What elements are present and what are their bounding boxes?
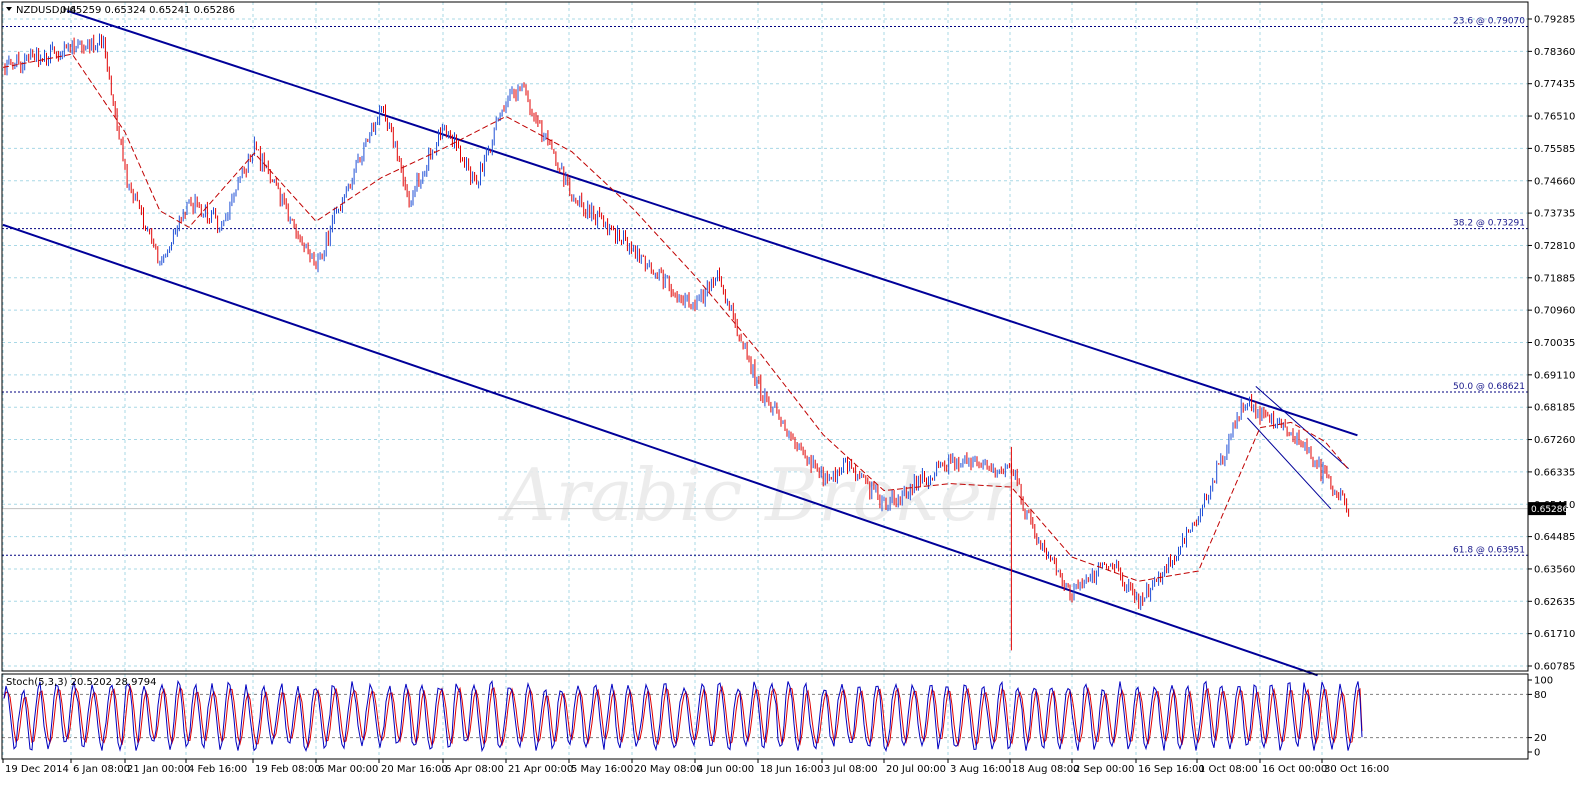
price-tick-label: 0.76510 [1534,112,1575,123]
time-tick-label: 6 Apr 08:00 [445,764,504,775]
fibonacci-label: 61.8 @ 0.63951 [1453,545,1525,555]
price-tick-label: 0.71885 [1534,273,1575,284]
price-tick-label: 0.68185 [1534,403,1575,414]
price-tick-label: 0.70035 [1534,338,1575,349]
price-tick-label: 0.69110 [1534,370,1575,381]
time-tick-label: 6 Jan 08:00 [73,764,130,775]
stochastic-tick-label: 100 [1534,676,1553,687]
price-tick-label: 0.61710 [1534,629,1575,640]
watermark: Arabic Broker [498,453,1021,537]
price-tick-label: 0.77435 [1534,79,1575,90]
time-tick-label: 2 Sep 00:00 [1074,764,1134,775]
stochastic-tick-label: 80 [1534,690,1547,701]
price-tick-label: 0.78360 [1534,47,1575,58]
price-tick-label: 0.73735 [1534,209,1575,220]
time-tick-label: 1 Oct 08:00 [1199,764,1258,775]
stochastic-title: Stoch(5,3,3) 20.5202 28.9794 [6,677,157,688]
price-axis: 0.79285 0.78360 0.77435 0.76510 0.75585 0.746… [1528,15,1575,673]
moving-average [2,53,1349,582]
time-tick-label: 3 Jul 08:00 [824,764,878,775]
price-tick-label: 0.63560 [1534,564,1575,575]
time-tick-label: 4 Jun 00:00 [697,764,754,775]
time-tick-label: 20 May 08:00 [634,764,703,775]
fibonacci-label: 50.0 @ 0.68621 [1453,382,1525,392]
grid [2,2,1528,759]
stochastic-panel-frame [1,673,1529,760]
time-tick-label: 19 Feb 08:00 [255,764,321,775]
stochastic-main-line [3,679,1363,753]
chart-title: NZDUSD,H4 0.65259 0.65324 0.65241 0.6528… [6,5,235,16]
price-tick-label: 0.62635 [1534,597,1575,608]
price-tick-label: 0.74660 [1534,176,1575,187]
channel-line-short-lower [1247,417,1332,510]
time-tick-label: 6 Mar 00:00 [318,764,378,775]
stochastic-axis: 100 80 20 0 [1528,676,1553,759]
price-tick-label: 0.67260 [1534,435,1575,446]
fibonacci-label: 23.6 @ 0.79070 [1453,17,1525,27]
trend-channels [2,9,1358,677]
channel-line-lower-channel [2,223,1318,677]
channel-line-short-upper [1255,386,1349,469]
triangle-icon [6,7,12,11]
moving-average-line [2,53,1349,582]
fibonacci-label: 38.2 @ 0.73291 [1453,219,1525,229]
time-tick-label: 5 May 16:00 [571,764,633,775]
time-tick-label: 30 Oct 16:00 [1324,764,1389,775]
current-price-marker: 0.65286 [1528,502,1568,516]
candles [4,33,1350,651]
price-tick-label: 0.72810 [1534,241,1575,252]
time-tick-label: 18 Jun 16:00 [760,764,824,775]
price-tick-label: 0.79285 [1534,15,1575,26]
stochastic-tick-label: 0 [1534,748,1540,759]
time-tick-label: 16 Sep 16:00 [1138,764,1205,775]
price-tick-label: 0.60785 [1534,662,1575,673]
current-price-label: 0.65286 [1531,505,1568,515]
time-tick-label: 16 Oct 00:00 [1262,764,1327,775]
time-tick-label: 21 Jan 00:00 [127,764,190,775]
symbol-label: NZDUSD,H4 [16,5,76,16]
time-tick-label: 20 Jul 00:00 [886,764,946,775]
time-tick-label: 20 Mar 16:00 [381,764,448,775]
price-tick-label: 0.64485 [1534,532,1575,543]
time-tick-label: 4 Feb 16:00 [188,764,247,775]
price-tick-label: 0.75585 [1534,144,1575,155]
time-tick-label: 3 Aug 16:00 [950,764,1011,775]
price-tick-label: 0.70960 [1534,306,1575,317]
time-tick-label: 21 Apr 00:00 [508,764,573,775]
ohlc-readout: 0.65259 0.65324 0.65241 0.65286 [60,5,235,16]
time-tick-label: 18 Aug 08:00 [1012,764,1079,775]
price-tick-label: 0.66335 [1534,467,1575,478]
stochastic-tick-label: 20 [1534,733,1547,744]
channel-line-upper-channel [66,9,1358,437]
stochastic-panel [3,679,1363,753]
fibonacci-levels: 23.6 @ 0.79070 38.2 @ 0.73291 50.0 @ 0.686… [2,17,1528,556]
time-tick-label: 19 Dec 2014 [5,764,69,775]
current-price-box [1528,502,1566,516]
price-panel-frame [1,1,1529,672]
